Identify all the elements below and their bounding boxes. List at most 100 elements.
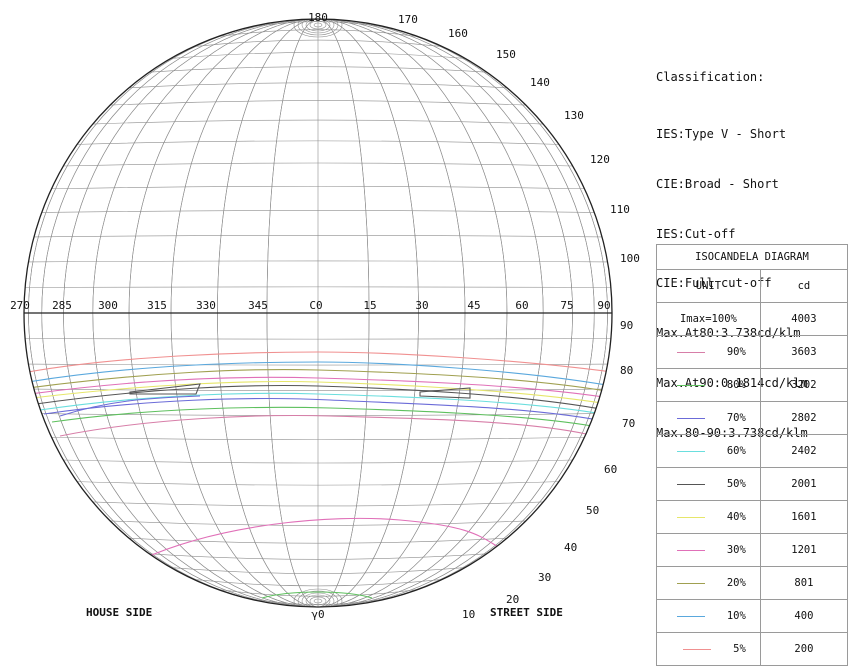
pole-gridline	[309, 20, 327, 30]
pole-gridline	[293, 19, 343, 38]
pole-gridline	[313, 598, 323, 604]
isocandela-curves	[27, 351, 612, 599]
legend-percent: 30%	[726, 544, 746, 556]
legend-cd: 3603	[759, 335, 848, 369]
gamma-angle-label: 70	[622, 417, 635, 430]
c-angle-label: C0	[309, 299, 322, 312]
legend-swatch	[676, 417, 705, 419]
pole-gridline	[297, 19, 339, 36]
street-side-label: STREET SIDE	[490, 606, 563, 619]
legend-cd: 2402	[759, 434, 848, 468]
gamma-angle-label: 170	[398, 13, 418, 26]
legend-cd: 1601	[759, 500, 848, 534]
bottom-label: γ0	[311, 608, 324, 621]
legend-cd: 2001	[759, 467, 848, 501]
pole-gridline	[313, 22, 323, 28]
isocandela-legend-table: ISOCANDELA DIAGRAM UNIT cd Imax=100% 400…	[656, 244, 848, 666]
gamma-angle-label: 90	[620, 319, 633, 332]
legend-cd: 200	[759, 632, 848, 666]
isocandela-curve	[129, 383, 201, 395]
legend-percent: 20%	[726, 577, 746, 589]
unit-label: UNIT	[656, 269, 761, 303]
legend-swatch	[676, 615, 705, 617]
classification-line: IES:Type V - Short	[656, 126, 787, 141]
gamma-angle-label: 50	[586, 504, 599, 517]
legend-row: 40% 1601	[656, 500, 848, 534]
table-title: ISOCANDELA DIAGRAM	[656, 244, 848, 270]
legend-row: 70% 2802	[656, 401, 848, 435]
isocandela-curve	[43, 397, 599, 421]
isocandela-curve	[29, 376, 611, 399]
c-angle-label: 345	[248, 299, 268, 312]
isocandela-diagram: 270 285 300 315 330 345 C0 15 30 45 60 75 90 170 160 15…	[10, 11, 640, 621]
c-angle-label: 60	[515, 299, 528, 312]
legend-percent: 70%	[726, 412, 746, 424]
gamma-angle-label: 60	[604, 463, 617, 476]
gamma-angle-label: 100	[620, 252, 640, 265]
pole-gridline	[301, 592, 335, 607]
isocandela-curve	[59, 395, 201, 417]
isocandela-curve	[31, 380, 609, 405]
pole-gridline	[301, 19, 335, 34]
legend-percent: 90%	[726, 346, 746, 358]
legend-cd: 1201	[759, 533, 848, 567]
legend-swatch	[676, 384, 705, 386]
legend-percent: 40%	[726, 511, 746, 523]
c-angle-label: 270	[10, 299, 30, 312]
legend-row: 50% 2001	[656, 467, 848, 501]
isocandela-curve	[27, 368, 612, 393]
unit-value: cd	[759, 269, 848, 303]
legend-cd: 3202	[759, 368, 848, 402]
gamma-angle-label: 160	[448, 27, 468, 40]
gamma-angle-label: 40	[564, 541, 577, 554]
pole-gridline	[309, 596, 327, 606]
legend-row: 30% 1201	[656, 533, 848, 567]
c-angle-label: 30	[415, 299, 428, 312]
house-side-label: HOUSE SIDE	[86, 606, 152, 619]
isocandela-curve	[39, 392, 603, 415]
legend-percent: 60%	[726, 445, 746, 457]
isocandela-curve	[139, 517, 501, 561]
imax-value: 4003	[759, 302, 848, 336]
gamma-angle-label: 110	[610, 203, 630, 216]
legend-row: 10% 400	[656, 599, 848, 633]
legend-swatch	[676, 516, 705, 518]
c-angle-label: 75	[560, 299, 573, 312]
pole-gridline	[305, 19, 331, 32]
classification-line: IES:Cut-off	[656, 226, 736, 241]
pole-gridline	[305, 594, 331, 607]
legend-cd: 400	[759, 599, 848, 633]
isocandela-curve	[51, 406, 593, 427]
c-angle-label: 90	[597, 299, 610, 312]
gamma-angle-label: 30	[538, 571, 551, 584]
legend-swatch	[676, 483, 705, 485]
c-angle-label: 315	[147, 299, 167, 312]
gamma-angle-label: 80	[620, 364, 633, 377]
pole-gridline	[293, 588, 343, 607]
c-angle-label: 330	[196, 299, 216, 312]
c-angle-label: 300	[98, 299, 118, 312]
legend-cd: 2802	[759, 401, 848, 435]
isocandela-curve	[35, 384, 607, 411]
legend-swatch	[676, 549, 705, 551]
isocandela-curve	[27, 361, 612, 387]
legend-row: 5% 200	[656, 632, 848, 666]
legend-swatch	[676, 351, 705, 353]
legend-percent: 10%	[726, 610, 746, 622]
isocandela-curve	[419, 387, 471, 399]
legend-row: 60% 2402	[656, 434, 848, 468]
top-label: 180	[308, 11, 328, 24]
angle-labels: 270 285 300 315 330 345 C0 15 30 45 60 75 90 170 160 15…	[10, 13, 640, 621]
gamma-angle-label: 20	[506, 593, 519, 606]
legend-percent: 80%	[726, 379, 746, 391]
classification-title: Classification:	[656, 70, 765, 85]
legend-row: 80% 3202	[656, 368, 848, 402]
legend-percent: 5%	[733, 643, 746, 655]
imax-label: Imax=100%	[656, 302, 761, 336]
gamma-angle-label: 120	[590, 153, 610, 166]
c-angle-label: 15	[363, 299, 376, 312]
legend-cd: 801	[759, 566, 848, 600]
gamma-angle-label: 140	[530, 76, 550, 89]
legend-row: 20% 801	[656, 566, 848, 600]
legend-row: 90% 3603	[656, 335, 848, 369]
